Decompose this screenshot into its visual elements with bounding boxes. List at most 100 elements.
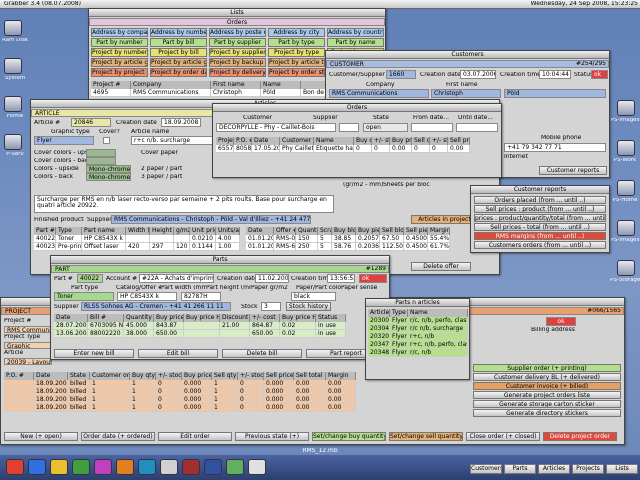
list-button[interactable]: Address by city: [268, 28, 325, 37]
label: Project Type: [4, 334, 41, 340]
button[interactable]: Delete project order: [543, 432, 617, 441]
desktop-icon[interactable]: [4, 20, 22, 36]
dock-icon[interactable]: [248, 459, 266, 475]
list-button[interactable]: Part by supplier: [209, 38, 266, 47]
button[interactable]: Close order (+ closed): [466, 432, 540, 441]
button[interactable]: Set/change buy quantity: [312, 432, 386, 441]
desktop-icon[interactable]: [617, 100, 635, 116]
table-cell: 61.7%: [428, 243, 450, 251]
list-button[interactable]: Project by project name: [91, 68, 148, 77]
dock-icon[interactable]: [28, 459, 46, 475]
table-cell: 0: [156, 380, 182, 388]
column-header: +/- stock: [372, 137, 390, 145]
tab[interactable]: Lists: [606, 464, 638, 474]
report-button[interactable]: prices : product/quantity/total (from ..…: [474, 214, 606, 222]
dock-icon[interactable]: [138, 459, 156, 475]
table-cell: 20300: [368, 317, 390, 325]
list-button[interactable]: Address by number: [150, 28, 207, 37]
button[interactable]: Generate directory stickers: [473, 409, 621, 417]
button[interactable]: Delete bill: [222, 349, 302, 358]
button[interactable]: Customer invoice (+ billed): [473, 382, 621, 390]
list-button[interactable]: Project by number: [91, 48, 148, 57]
dock-icon[interactable]: [204, 459, 222, 475]
field: 03.07.2006: [460, 70, 496, 79]
label: Sheets per bloc: [383, 182, 430, 188]
button[interactable]: Edit order: [158, 432, 232, 441]
report-button[interactable]: RMS margins (from ... until ..): [474, 232, 606, 240]
column-header: +/- cost: [250, 314, 280, 322]
list-button[interactable]: Part by type: [268, 38, 325, 47]
list-button[interactable]: Project by article graphic stock: [150, 58, 207, 67]
dock-icon[interactable]: [72, 459, 90, 475]
tab[interactable]: Parts: [504, 464, 536, 474]
desktop-icon[interactable]: [617, 220, 635, 236]
button[interactable]: Customer reports: [539, 166, 607, 175]
desktop-icon[interactable]: [4, 58, 22, 74]
column-header: Type: [56, 227, 82, 235]
dock-icon[interactable]: [160, 459, 178, 475]
list-button[interactable]: Project by article graphic type: [91, 58, 148, 67]
list-button[interactable]: Address by companyname: [91, 28, 148, 37]
desktop-icon[interactable]: [617, 260, 635, 276]
dock-icon[interactable]: [226, 459, 244, 475]
dock-icon[interactable]: [50, 459, 68, 475]
button[interactable]: Generate storage carton sticker: [473, 400, 621, 408]
list-button[interactable]: Part by name: [327, 38, 384, 47]
report-button[interactable]: Orders placed (from ... until ..): [474, 196, 606, 204]
field: [411, 123, 453, 132]
list-button[interactable]: Project by order state: [268, 68, 325, 77]
label: Creation time: [291, 276, 327, 282]
list-button[interactable]: Project by supplier: [209, 48, 266, 57]
button[interactable]: New (+ open): [4, 432, 78, 441]
report-button[interactable]: Sell prices : product (from ... until ..…: [474, 205, 606, 213]
list-button[interactable]: Project by bill: [150, 48, 207, 57]
desktop-icon[interactable]: [617, 140, 635, 156]
table-cell: 0.000: [264, 396, 294, 404]
label: 2 paper / part: [141, 166, 183, 172]
column-header: g/m2: [174, 227, 190, 235]
column-header: Project #: [216, 137, 234, 145]
column-header: Height (mm): [150, 227, 174, 235]
dock-icon[interactable]: [182, 459, 200, 475]
button[interactable]: Stock history: [286, 302, 331, 311]
button[interactable]: Supplier order (+ printing): [473, 364, 621, 372]
list-button[interactable]: Part by bill: [150, 38, 207, 47]
table-cell: 120 BL: [174, 243, 190, 251]
button[interactable]: Edit bill: [138, 349, 218, 358]
list-button[interactable]: Address by country: [327, 28, 384, 37]
tab[interactable]: Articles: [538, 464, 570, 474]
field: [86, 149, 116, 157]
table-cell: HP C8543X k: [82, 235, 126, 243]
desktop-icon[interactable]: [4, 96, 22, 112]
dock-icon[interactable]: [116, 459, 134, 475]
list-button[interactable]: Project by backup media: [209, 58, 266, 67]
report-button[interactable]: Customers orders (from ... until ..): [474, 241, 606, 249]
button[interactable]: Enter new bill: [54, 349, 134, 358]
list-button[interactable]: Project by delivery date: [209, 68, 266, 77]
list-button[interactable]: Project by order date: [150, 68, 207, 77]
column-header: Name: [261, 81, 301, 89]
tab[interactable]: Projects: [572, 464, 604, 474]
dock-icon[interactable]: [94, 459, 112, 475]
tab[interactable]: Customers: [470, 464, 502, 474]
desktop-icon[interactable]: [4, 134, 22, 150]
desktop-icon[interactable]: [617, 180, 635, 196]
table-cell: [184, 322, 220, 330]
list-button[interactable]: Address by poste code: [209, 28, 266, 37]
dock-icon[interactable]: [6, 459, 24, 475]
button[interactable]: Set/change sell quantity: [389, 432, 463, 441]
icon-label: PS-Images: [610, 238, 640, 243]
column-header: Discount: [220, 314, 250, 322]
button[interactable]: Previous state (+): [235, 432, 309, 441]
button[interactable]: Order date (+ ordered): [81, 432, 155, 441]
button[interactable]: Delete offer: [411, 262, 471, 271]
list-button[interactable]: Project by article type: [268, 58, 325, 67]
report-button[interactable]: Sell prices - total (from ... until ..): [474, 223, 606, 231]
button[interactable]: Generate project orders liste: [473, 391, 621, 399]
checkbox[interactable]: [103, 137, 110, 144]
button[interactable]: Customer delivery BL (+ delivered): [473, 373, 621, 381]
table-cell: 150: [296, 235, 318, 243]
column-header: Quantity: [296, 227, 318, 235]
list-button[interactable]: Part by number: [91, 38, 148, 47]
list-button[interactable]: Project by type: [268, 48, 325, 57]
